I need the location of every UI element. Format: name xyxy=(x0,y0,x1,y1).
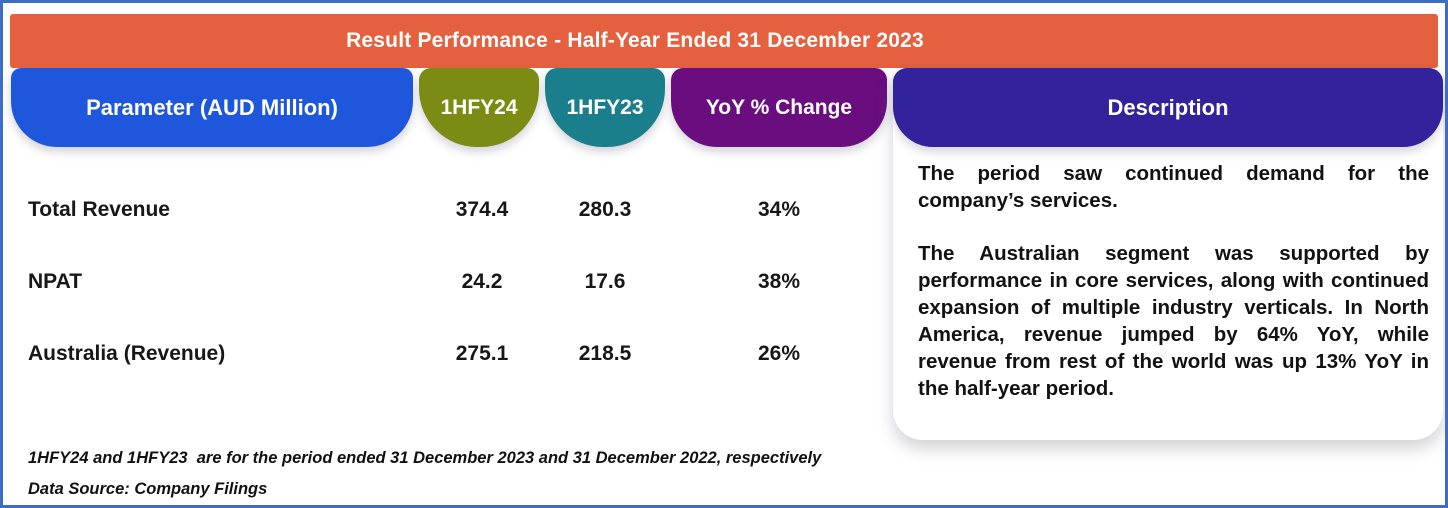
row-parameter: Australia (Revenue) xyxy=(28,342,226,365)
column-header-yoy-change: YoY % Change xyxy=(671,68,887,147)
row-parameter: Total Revenue xyxy=(28,198,170,221)
footnote-period-definition: 1HFY24 and 1HFY23 are for the period end… xyxy=(28,449,822,467)
title-bar: Result Performance - Half-Year Ended 31 … xyxy=(10,14,1438,68)
table-body: Total Revenue 374.4 280.3 34% NPAT 24.2 … xyxy=(3,174,887,390)
description-card: Description The period saw continued dem… xyxy=(893,68,1443,440)
column-header-description-label: Description xyxy=(1107,94,1229,120)
row-1hfy23-value: 17.6 xyxy=(584,270,626,293)
column-header-1hfy23-label: 1HFY23 xyxy=(566,95,644,119)
row-1hfy23-value: 280.3 xyxy=(578,198,632,221)
column-header-parameter: Parameter (AUD Million) xyxy=(11,68,413,147)
description-paragraph-1: The period saw continued demand for the … xyxy=(918,162,1429,212)
column-header-description: Description xyxy=(893,68,1443,147)
column-header-parameter-label: Parameter (AUD Million) xyxy=(86,94,338,120)
row-yoy-value: 34% xyxy=(757,198,801,221)
row-yoy-value: 26% xyxy=(757,342,801,365)
row-parameter: NPAT xyxy=(28,270,83,293)
column-header-yoy-change-label: YoY % Change xyxy=(705,95,853,119)
column-header-1hfy24-label: 1HFY24 xyxy=(440,95,518,119)
column-header-1hfy23: 1HFY23 xyxy=(545,68,665,147)
row-yoy-value: 38% xyxy=(757,270,801,293)
table-row: Total Revenue 374.4 280.3 34% xyxy=(3,174,887,246)
table-row: NPAT 24.2 17.6 38% xyxy=(3,246,887,318)
page-title: Result Performance - Half-Year Ended 31 … xyxy=(346,29,924,52)
row-1hfy24-value: 275.1 xyxy=(455,342,509,365)
table-row: Australia (Revenue) 275.1 218.5 26% xyxy=(3,318,887,390)
row-1hfy23-value: 218.5 xyxy=(578,342,632,365)
description-text: The period saw continued demand for the … xyxy=(893,147,1443,402)
footnote-data-source: Data Source: Company Filings xyxy=(28,480,268,498)
description-paragraph-2: The Australian segment was supported by … xyxy=(918,242,1429,400)
row-1hfy24-value: 24.2 xyxy=(461,270,503,293)
row-1hfy24-value: 374.4 xyxy=(455,198,509,221)
column-header-1hfy24: 1HFY24 xyxy=(419,68,539,147)
